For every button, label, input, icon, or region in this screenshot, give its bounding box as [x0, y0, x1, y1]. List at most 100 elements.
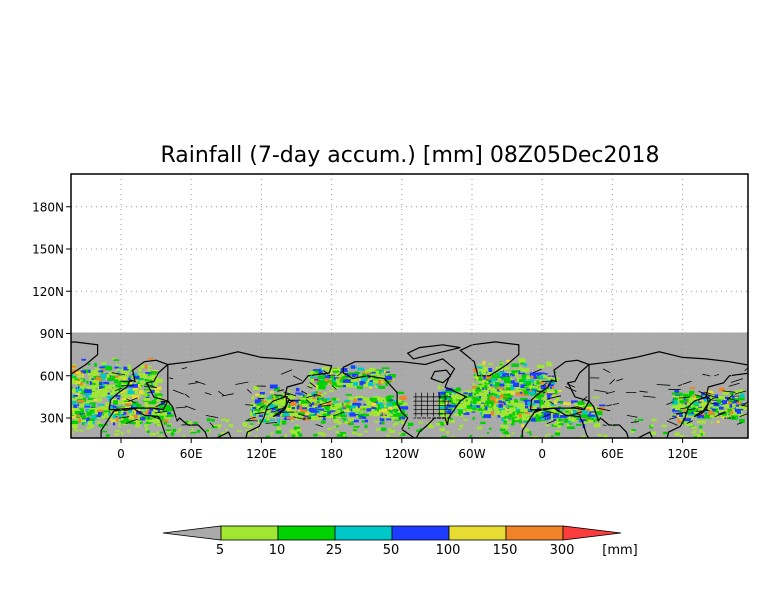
precip-cell: [463, 410, 470, 415]
country-border: [309, 382, 316, 388]
precip-cell: [295, 392, 304, 395]
precip-cell: [123, 366, 129, 371]
precip-cell: [673, 403, 682, 408]
precip-cell: [281, 395, 285, 399]
country-border: [284, 393, 290, 396]
legend-color-box: [505, 525, 564, 541]
precip-cell: [488, 394, 491, 399]
precip-cell: [158, 404, 164, 408]
precip-cell: [498, 402, 501, 405]
precip-cell: [272, 412, 280, 414]
precip-cell: [499, 383, 505, 387]
country-border: [730, 378, 744, 383]
precip-cell: [335, 385, 344, 388]
precip-cell: [178, 428, 182, 432]
greenland-outline: [71, 341, 99, 375]
precip-cell: [735, 410, 741, 414]
precip-cell: [254, 435, 258, 438]
precip-cell: [446, 396, 454, 401]
precip-cell: [146, 419, 150, 422]
country-border: [696, 410, 710, 412]
precip-cell: [469, 435, 473, 437]
precip-cell: [521, 416, 530, 421]
precip-cell: [352, 431, 357, 435]
precip-cell: [112, 358, 116, 360]
precip-cell: [98, 424, 104, 428]
precip-cell: [143, 388, 152, 391]
country-border: [274, 406, 287, 412]
precip-cell: [540, 385, 547, 390]
legend-color-box: [391, 525, 450, 541]
precip-cell: [291, 409, 296, 412]
precip-cell: [491, 386, 495, 388]
precip-cell: [524, 406, 528, 410]
precip-cell: [523, 363, 527, 367]
precip-cell: [330, 368, 337, 371]
precip-cell: [133, 420, 140, 424]
precip-cell: [137, 384, 141, 388]
precip-cell: [680, 418, 683, 421]
precip-cell: [528, 409, 531, 411]
precip-cell: [313, 403, 318, 407]
precip-cell: [460, 413, 463, 418]
precip-cell: [144, 376, 147, 380]
precip-cell: [329, 370, 333, 376]
precip-cell: [401, 415, 407, 418]
precip-cell: [543, 416, 551, 420]
precip-cell: [394, 412, 403, 417]
precip-cell: [144, 383, 149, 386]
precip-cell: [451, 393, 455, 398]
precip-cell: [544, 402, 551, 407]
precip-cell: [504, 430, 508, 435]
precip-cell: [115, 384, 123, 388]
precip-cell: [113, 400, 118, 405]
precip-cell: [85, 386, 91, 389]
precip-cell: [533, 405, 537, 410]
precip-cell: [295, 414, 303, 418]
precip-cell: [91, 383, 95, 385]
precip-cell: [148, 401, 157, 405]
precip-cell: [91, 372, 98, 376]
precip-cell: [523, 378, 527, 383]
precip-cell: [380, 380, 385, 384]
precip-cell: [718, 387, 725, 392]
precip-cell: [696, 420, 700, 424]
precip-cell: [355, 406, 359, 409]
precip-cell: [109, 392, 116, 395]
precip-cell: [555, 397, 560, 402]
precip-cell: [157, 409, 161, 413]
precip-cell: [163, 419, 169, 423]
precip-cell: [488, 386, 492, 390]
precip-cell: [452, 395, 457, 400]
precip-cell: [400, 433, 406, 436]
precip-cell: [329, 389, 334, 392]
precip-cell: [710, 404, 714, 408]
precip-cell: [505, 387, 511, 391]
precip-cell: [97, 397, 102, 402]
precip-cell: [353, 426, 360, 428]
precip-cell: [549, 393, 554, 396]
precip-cell: [699, 425, 703, 429]
precip-cell: [547, 383, 554, 387]
precip-cell: [462, 409, 466, 414]
legend-color-box: [448, 525, 507, 541]
precip-cell: [312, 396, 320, 399]
precip-cell: [336, 434, 343, 437]
precip-cell: [355, 381, 363, 386]
precip-cell: [290, 401, 297, 406]
precip-cell: [147, 365, 152, 368]
precip-cell: [136, 423, 140, 425]
precip-cell: [536, 396, 541, 401]
precip-cell: [547, 433, 551, 436]
precip-cell: [107, 402, 110, 406]
precip-cell: [106, 396, 114, 398]
precip-cell: [546, 379, 552, 383]
precip-cell: [135, 424, 141, 428]
precip-cell: [572, 410, 577, 415]
precip-cell: [452, 398, 456, 401]
precip-cell: [446, 431, 450, 435]
precip-cell: [277, 409, 284, 412]
precip-cell: [274, 406, 278, 410]
country-border: [337, 371, 343, 377]
precip-cell: [80, 410, 85, 414]
